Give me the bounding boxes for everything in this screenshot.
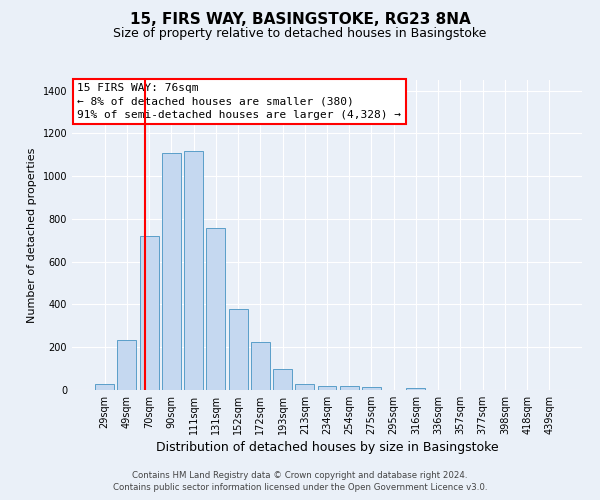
Bar <box>295 384 314 390</box>
Bar <box>273 368 292 390</box>
Bar <box>229 309 248 390</box>
Bar <box>340 386 359 390</box>
Text: Contains HM Land Registry data © Crown copyright and database right 2024.: Contains HM Land Registry data © Crown c… <box>132 471 468 480</box>
Bar <box>162 152 181 390</box>
Y-axis label: Number of detached properties: Number of detached properties <box>27 148 37 322</box>
X-axis label: Distribution of detached houses by size in Basingstoke: Distribution of detached houses by size … <box>155 442 499 454</box>
Bar <box>362 387 381 390</box>
Bar <box>95 384 114 390</box>
Text: Size of property relative to detached houses in Basingstoke: Size of property relative to detached ho… <box>113 28 487 40</box>
Text: 15 FIRS WAY: 76sqm
← 8% of detached houses are smaller (380)
91% of semi-detache: 15 FIRS WAY: 76sqm ← 8% of detached hous… <box>77 83 401 120</box>
Text: 15, FIRS WAY, BASINGSTOKE, RG23 8NA: 15, FIRS WAY, BASINGSTOKE, RG23 8NA <box>130 12 470 28</box>
Bar <box>206 228 225 390</box>
Bar <box>406 388 425 390</box>
Bar <box>184 150 203 390</box>
Bar <box>251 342 270 390</box>
Text: Contains public sector information licensed under the Open Government Licence v3: Contains public sector information licen… <box>113 484 487 492</box>
Bar <box>118 340 136 390</box>
Bar <box>140 236 158 390</box>
Bar <box>317 386 337 390</box>
